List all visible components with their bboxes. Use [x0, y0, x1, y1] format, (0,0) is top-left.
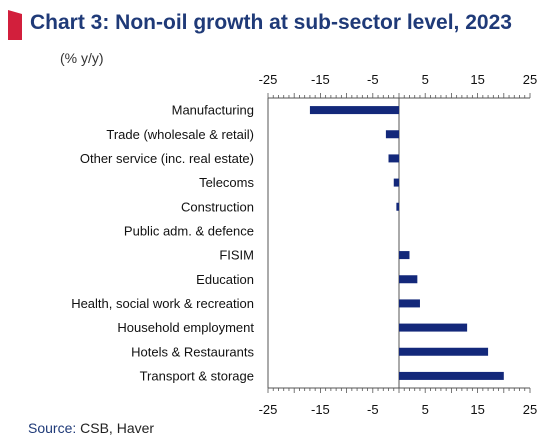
- unit-label: (% y/y): [60, 50, 104, 66]
- category-label: Hotels & Restaurants: [131, 344, 254, 359]
- bar: [396, 202, 399, 211]
- source-text: CSB, Haver: [80, 420, 155, 436]
- top-tick-label: -5: [367, 72, 379, 87]
- bar: [399, 371, 504, 380]
- bar: [309, 106, 399, 115]
- bottom-tick-label: -15: [311, 402, 330, 417]
- category-label: Household employment: [117, 320, 254, 335]
- bar: [399, 323, 468, 332]
- bar: [393, 178, 399, 187]
- chart-title: Chart 3: Non-oil growth at sub-sector le…: [30, 11, 512, 34]
- bottom-tick-label: 15: [470, 402, 484, 417]
- category-label: Other service (inc. real estate): [80, 151, 254, 166]
- top-tick-label: 15: [470, 72, 484, 87]
- title-accent-marker: [8, 10, 22, 40]
- category-label: Health, social work & recreation: [71, 296, 254, 311]
- category-label: Public adm. & defence: [124, 223, 254, 238]
- category-label: Construction: [181, 199, 254, 214]
- bottom-tick-label: 5: [422, 402, 429, 417]
- top-tick-label: -25: [259, 72, 278, 87]
- top-tick-label: 5: [422, 72, 429, 87]
- category-label: FISIM: [219, 248, 254, 263]
- category-label: Telecoms: [199, 175, 254, 190]
- bar: [385, 130, 399, 139]
- category-label: Manufacturing: [172, 103, 254, 118]
- bar: [399, 347, 489, 356]
- bar: [399, 275, 418, 284]
- bar: [388, 154, 399, 163]
- top-tick-label: -15: [311, 72, 330, 87]
- bar: [399, 251, 410, 260]
- bottom-tick-label: 25: [523, 402, 537, 417]
- bottom-tick-label: -25: [259, 402, 278, 417]
- top-tick-label: 25: [523, 72, 537, 87]
- bottom-tick-label: -5: [367, 402, 379, 417]
- source-note: Source: CSB, Haver: [28, 420, 154, 436]
- category-label: Trade (wholesale & retail): [106, 127, 254, 142]
- bar: [399, 299, 420, 308]
- category-label: Transport & storage: [140, 368, 254, 383]
- source-label: Source:: [28, 420, 77, 436]
- category-label: Education: [196, 272, 254, 287]
